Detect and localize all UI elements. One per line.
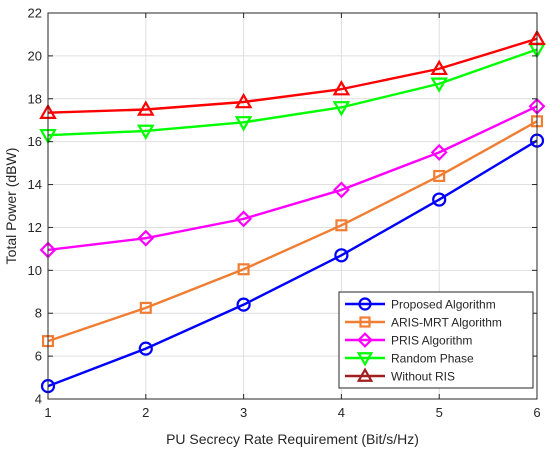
- data-point: [137, 124, 155, 141]
- legend-item: PRIS Algorithm: [345, 332, 472, 348]
- y-tick-label: 20: [28, 48, 42, 63]
- data-point: [235, 210, 253, 228]
- data-point: [432, 192, 447, 207]
- data-point: [430, 77, 448, 93]
- data-point: [137, 229, 155, 247]
- x-tick-label: 4: [338, 405, 345, 420]
- data-point: [234, 116, 253, 132]
- series-line: [47, 120, 538, 343]
- data-point: [332, 101, 351, 117]
- legend-item: Random Phase: [345, 352, 474, 367]
- legend-item: Without RIS: [345, 367, 455, 384]
- data-point: [332, 80, 351, 96]
- data-point: [137, 100, 155, 116]
- legend-marker: [356, 352, 374, 367]
- y-axis-label: Total Power (dBW): [3, 148, 19, 265]
- data-point: [332, 181, 350, 199]
- data-point: [138, 341, 153, 356]
- x-tick-label: 2: [142, 405, 149, 420]
- data-point: [430, 59, 448, 76]
- y-tick-label: 6: [35, 349, 42, 364]
- series-2: [39, 97, 546, 259]
- y-tick-label: 4: [35, 392, 42, 407]
- data-point: [433, 169, 446, 182]
- legend-marker: [356, 367, 374, 382]
- legend-item: ARIS-MRT Algorithm: [345, 316, 502, 330]
- data-point: [430, 143, 448, 161]
- x-tick-label: 5: [436, 405, 443, 420]
- legend-marker: [359, 316, 371, 328]
- legend-label: Without RIS: [391, 370, 455, 384]
- series-line: [47, 105, 538, 252]
- data-point: [335, 219, 348, 232]
- legend-label: ARIS-MRT Algorithm: [391, 316, 502, 330]
- x-axis-label: PU Secrecy Rate Requirement (Bit/s/Hz): [166, 431, 419, 447]
- legend-label: PRIS Algorithm: [391, 334, 472, 348]
- series-line: [47, 139, 538, 388]
- legend-marker: [357, 332, 373, 348]
- legend-label: Random Phase: [391, 352, 474, 366]
- x-tick-label: 3: [240, 405, 247, 420]
- y-tick-label: 22: [28, 6, 42, 21]
- y-tick-label: 8: [35, 306, 42, 321]
- series-line: [47, 37, 538, 114]
- y-tick-label: 14: [28, 177, 42, 192]
- y-tick-label: 16: [28, 134, 42, 149]
- y-tick-label: 18: [28, 91, 42, 106]
- data-point: [334, 248, 349, 263]
- legend: Proposed Algorithm ARIS-MRT Algorithm PRIS…: [338, 291, 534, 389]
- legend-item: Proposed Algorithm: [345, 297, 496, 312]
- x-tick-label: 6: [533, 405, 540, 420]
- x-tick-label: 1: [44, 405, 51, 420]
- data-point: [234, 92, 253, 109]
- series-1: [41, 115, 544, 348]
- data-point: [237, 263, 250, 276]
- y-tick-label: 10: [28, 263, 42, 278]
- plot-frame: [47, 12, 538, 400]
- series-line: [47, 48, 538, 137]
- data-point: [139, 301, 152, 314]
- legend-label: Proposed Algorithm: [391, 298, 496, 312]
- legend-marker: [358, 297, 372, 311]
- y-tick-label: 12: [28, 220, 42, 235]
- data-point: [236, 297, 251, 312]
